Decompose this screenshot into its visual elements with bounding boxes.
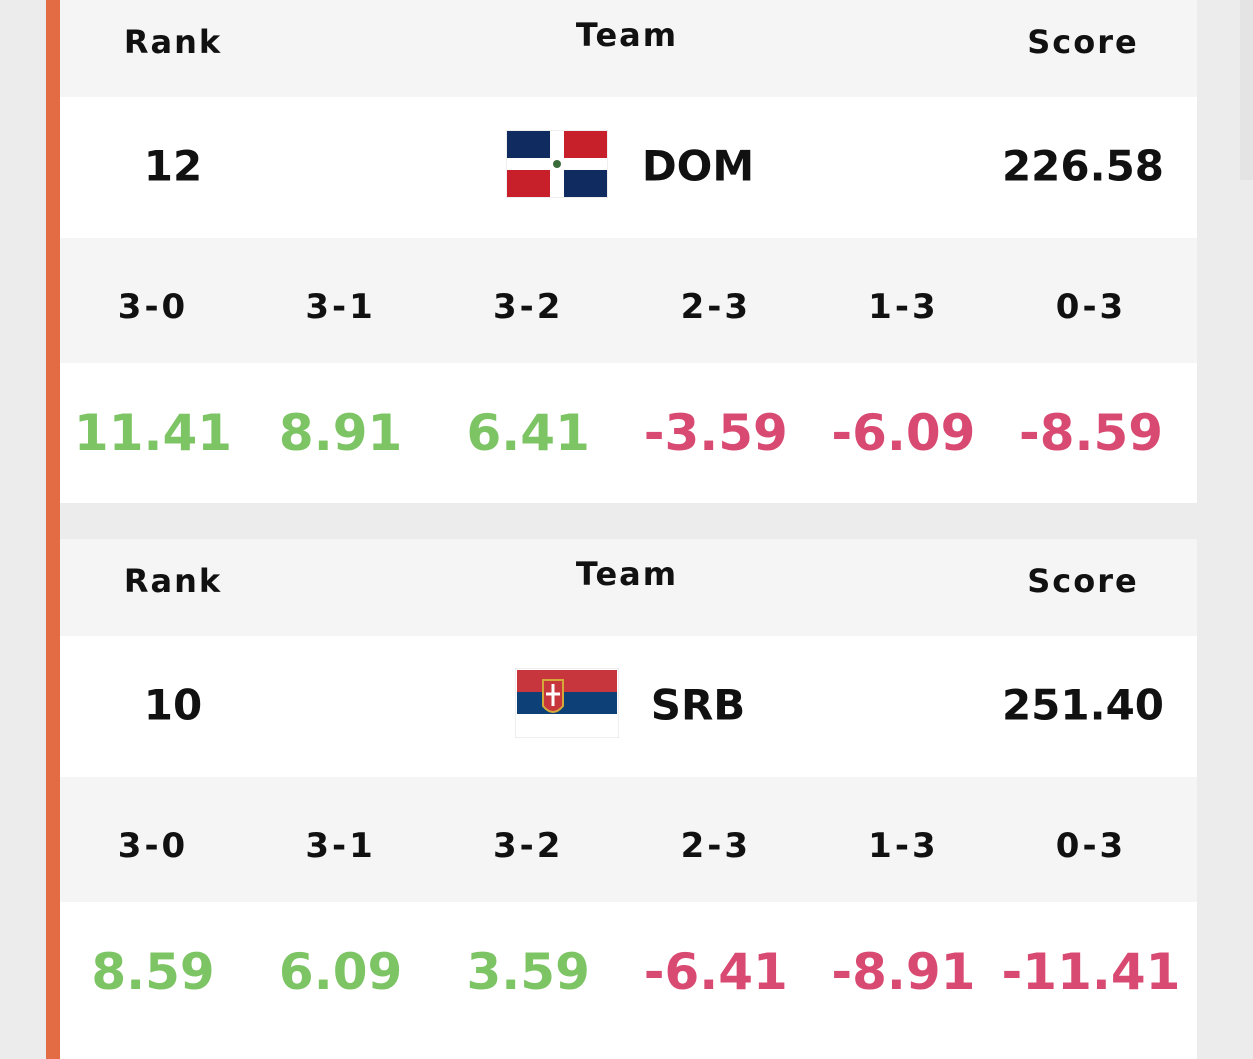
score: 251.40 xyxy=(1001,680,1165,730)
header-row xyxy=(60,0,1197,97)
flag-srb xyxy=(515,668,619,738)
team-code: SRB xyxy=(650,680,746,730)
result-label: 2-3 xyxy=(680,287,752,327)
header-score: Score xyxy=(1027,562,1139,600)
result-label: 1-3 xyxy=(868,287,939,327)
team-row xyxy=(60,636,1197,777)
result-label: 2-3 xyxy=(680,826,752,866)
result-label-row xyxy=(60,238,1197,363)
result-value: -3.59 xyxy=(643,404,788,462)
result-value: -6.09 xyxy=(831,404,976,462)
result-label: 3-1 xyxy=(305,287,376,327)
flag-dom xyxy=(506,130,608,198)
result-value-row xyxy=(60,902,1197,1059)
result-label: 3-1 xyxy=(305,826,376,866)
rank: 12 xyxy=(143,141,203,191)
result-label: 3-0 xyxy=(117,826,189,866)
result-value: 8.59 xyxy=(91,943,215,1001)
result-value: -8.59 xyxy=(1018,404,1164,462)
header-rank: Rank xyxy=(123,23,223,61)
result-value: 6.09 xyxy=(278,943,403,1001)
team-row xyxy=(60,97,1197,238)
header-score: Score xyxy=(1027,23,1139,61)
team-code: DOM xyxy=(641,141,755,191)
result-label: 1-3 xyxy=(868,826,939,866)
header-team: Team xyxy=(575,16,679,54)
result-value: 3.59 xyxy=(466,943,590,1001)
result-value: 8.91 xyxy=(278,404,403,462)
result-value: 6.41 xyxy=(466,404,590,462)
result-label: 3-2 xyxy=(492,826,564,866)
result-label-row xyxy=(60,777,1197,902)
result-value: -8.91 xyxy=(831,943,976,1001)
accent-stripe xyxy=(46,0,60,1059)
result-value: -6.41 xyxy=(643,943,788,1001)
result-value: -11.41 xyxy=(1001,943,1181,1001)
result-label: 0-3 xyxy=(1055,826,1127,866)
result-value-row xyxy=(60,363,1197,503)
result-value: 11.41 xyxy=(73,404,233,462)
header-rank: Rank xyxy=(123,562,223,600)
header-team: Team xyxy=(575,555,679,593)
result-label: 3-0 xyxy=(117,287,189,327)
rank: 10 xyxy=(143,680,203,730)
header-row xyxy=(60,539,1197,636)
score: 226.58 xyxy=(1001,141,1165,191)
scrollbar xyxy=(1240,0,1253,180)
result-label: 3-2 xyxy=(492,287,564,327)
result-label: 0-3 xyxy=(1055,287,1127,327)
